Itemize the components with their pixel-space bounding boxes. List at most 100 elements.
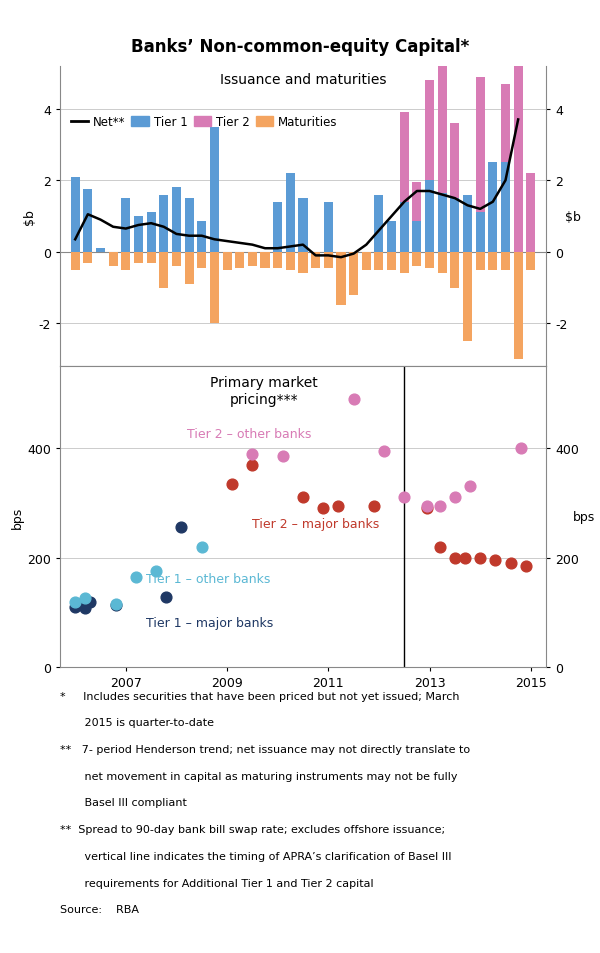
Point xyxy=(197,539,206,555)
Bar xyxy=(83,253,92,263)
Bar xyxy=(235,253,244,269)
Point xyxy=(86,595,95,610)
Point xyxy=(450,490,460,505)
Bar xyxy=(425,253,434,269)
Bar xyxy=(514,67,523,253)
Bar xyxy=(437,253,447,274)
Text: Basel III compliant: Basel III compliant xyxy=(60,798,187,807)
Point xyxy=(516,441,526,456)
Text: **   7- period Henderson trend; net issuance may not directly translate to: ** 7- period Henderson trend; net issuan… xyxy=(60,744,470,754)
Bar xyxy=(412,222,421,253)
Point xyxy=(465,479,475,495)
Y-axis label: bps: bps xyxy=(11,506,25,528)
Text: Tier 1 – other banks: Tier 1 – other banks xyxy=(146,573,271,585)
Text: Tier 1 – major banks: Tier 1 – major banks xyxy=(146,617,274,629)
Bar xyxy=(121,199,130,253)
Bar xyxy=(311,253,320,269)
Bar xyxy=(526,173,535,253)
Bar xyxy=(488,253,497,271)
Bar xyxy=(273,253,282,269)
Text: 2015 is quarter-to-date: 2015 is quarter-to-date xyxy=(60,718,214,727)
Bar xyxy=(71,253,80,271)
Text: Issuance and maturities: Issuance and maturities xyxy=(220,72,386,87)
Point xyxy=(521,558,530,574)
Bar xyxy=(400,253,409,274)
Bar xyxy=(185,253,194,285)
Y-axis label: bps: bps xyxy=(574,511,596,523)
Bar xyxy=(463,195,472,253)
Bar xyxy=(172,253,181,267)
Text: requirements for Additional Tier 1 and Tier 2 capital: requirements for Additional Tier 1 and T… xyxy=(60,878,374,887)
Bar xyxy=(374,195,383,253)
Point xyxy=(369,498,379,514)
Point xyxy=(349,392,358,407)
Point xyxy=(450,550,460,565)
Point xyxy=(422,498,432,514)
Bar xyxy=(451,199,460,253)
Point xyxy=(248,457,257,473)
Bar xyxy=(501,163,510,253)
Point xyxy=(227,476,237,492)
Text: Tier 2 – major banks: Tier 2 – major banks xyxy=(253,517,380,531)
Bar xyxy=(451,124,460,199)
Point xyxy=(298,490,308,505)
Bar xyxy=(146,253,155,263)
Point xyxy=(76,597,85,612)
Bar xyxy=(210,128,219,253)
Bar xyxy=(387,222,396,253)
Point xyxy=(70,599,80,615)
Bar xyxy=(387,253,396,271)
Bar xyxy=(134,217,143,253)
Bar xyxy=(412,183,421,222)
Text: Primary market
pricing***: Primary market pricing*** xyxy=(210,375,318,406)
Bar xyxy=(159,195,169,253)
Bar xyxy=(286,253,295,271)
Bar xyxy=(159,253,169,288)
Point xyxy=(491,553,500,568)
Bar xyxy=(526,253,535,271)
Bar xyxy=(286,173,295,253)
Bar xyxy=(223,253,232,271)
Point xyxy=(80,591,90,606)
Bar xyxy=(437,58,447,193)
Bar xyxy=(109,253,118,267)
Bar xyxy=(298,199,308,253)
Point xyxy=(111,597,121,612)
Point xyxy=(475,550,485,565)
Bar xyxy=(412,253,421,267)
Bar xyxy=(425,81,434,181)
Point xyxy=(319,501,328,517)
Point xyxy=(422,501,432,517)
Bar xyxy=(425,181,434,253)
Bar xyxy=(134,253,143,263)
Bar xyxy=(96,249,105,253)
Bar xyxy=(362,253,371,271)
Bar xyxy=(71,177,80,253)
Y-axis label: $b: $b xyxy=(565,211,581,223)
Bar xyxy=(400,113,409,203)
Point xyxy=(435,498,445,514)
Legend: Net**, Tier 1, Tier 2, Maturities: Net**, Tier 1, Tier 2, Maturities xyxy=(66,112,342,134)
Bar xyxy=(463,253,472,342)
Point xyxy=(161,590,171,605)
Bar xyxy=(273,203,282,253)
Point xyxy=(400,490,409,505)
Bar xyxy=(298,253,308,274)
Point xyxy=(70,595,80,610)
Text: Source:    RBA: Source: RBA xyxy=(60,904,139,914)
Point xyxy=(278,450,287,465)
Y-axis label: $b: $b xyxy=(23,209,36,225)
Bar xyxy=(210,253,219,324)
Bar xyxy=(197,253,206,269)
Bar xyxy=(476,253,485,271)
Text: Banks’ Non-common-equity Capital*: Banks’ Non-common-equity Capital* xyxy=(131,38,469,56)
Bar xyxy=(349,253,358,295)
Text: *     Includes securities that have been priced but not yet issued; March: * Includes securities that have been pri… xyxy=(60,691,460,700)
Bar xyxy=(514,253,523,359)
Bar xyxy=(185,199,194,253)
Point xyxy=(334,498,343,514)
Bar xyxy=(476,77,485,213)
Point xyxy=(435,539,445,555)
Point xyxy=(379,444,389,459)
Text: net movement in capital as maturing instruments may not be fully: net movement in capital as maturing inst… xyxy=(60,771,458,781)
